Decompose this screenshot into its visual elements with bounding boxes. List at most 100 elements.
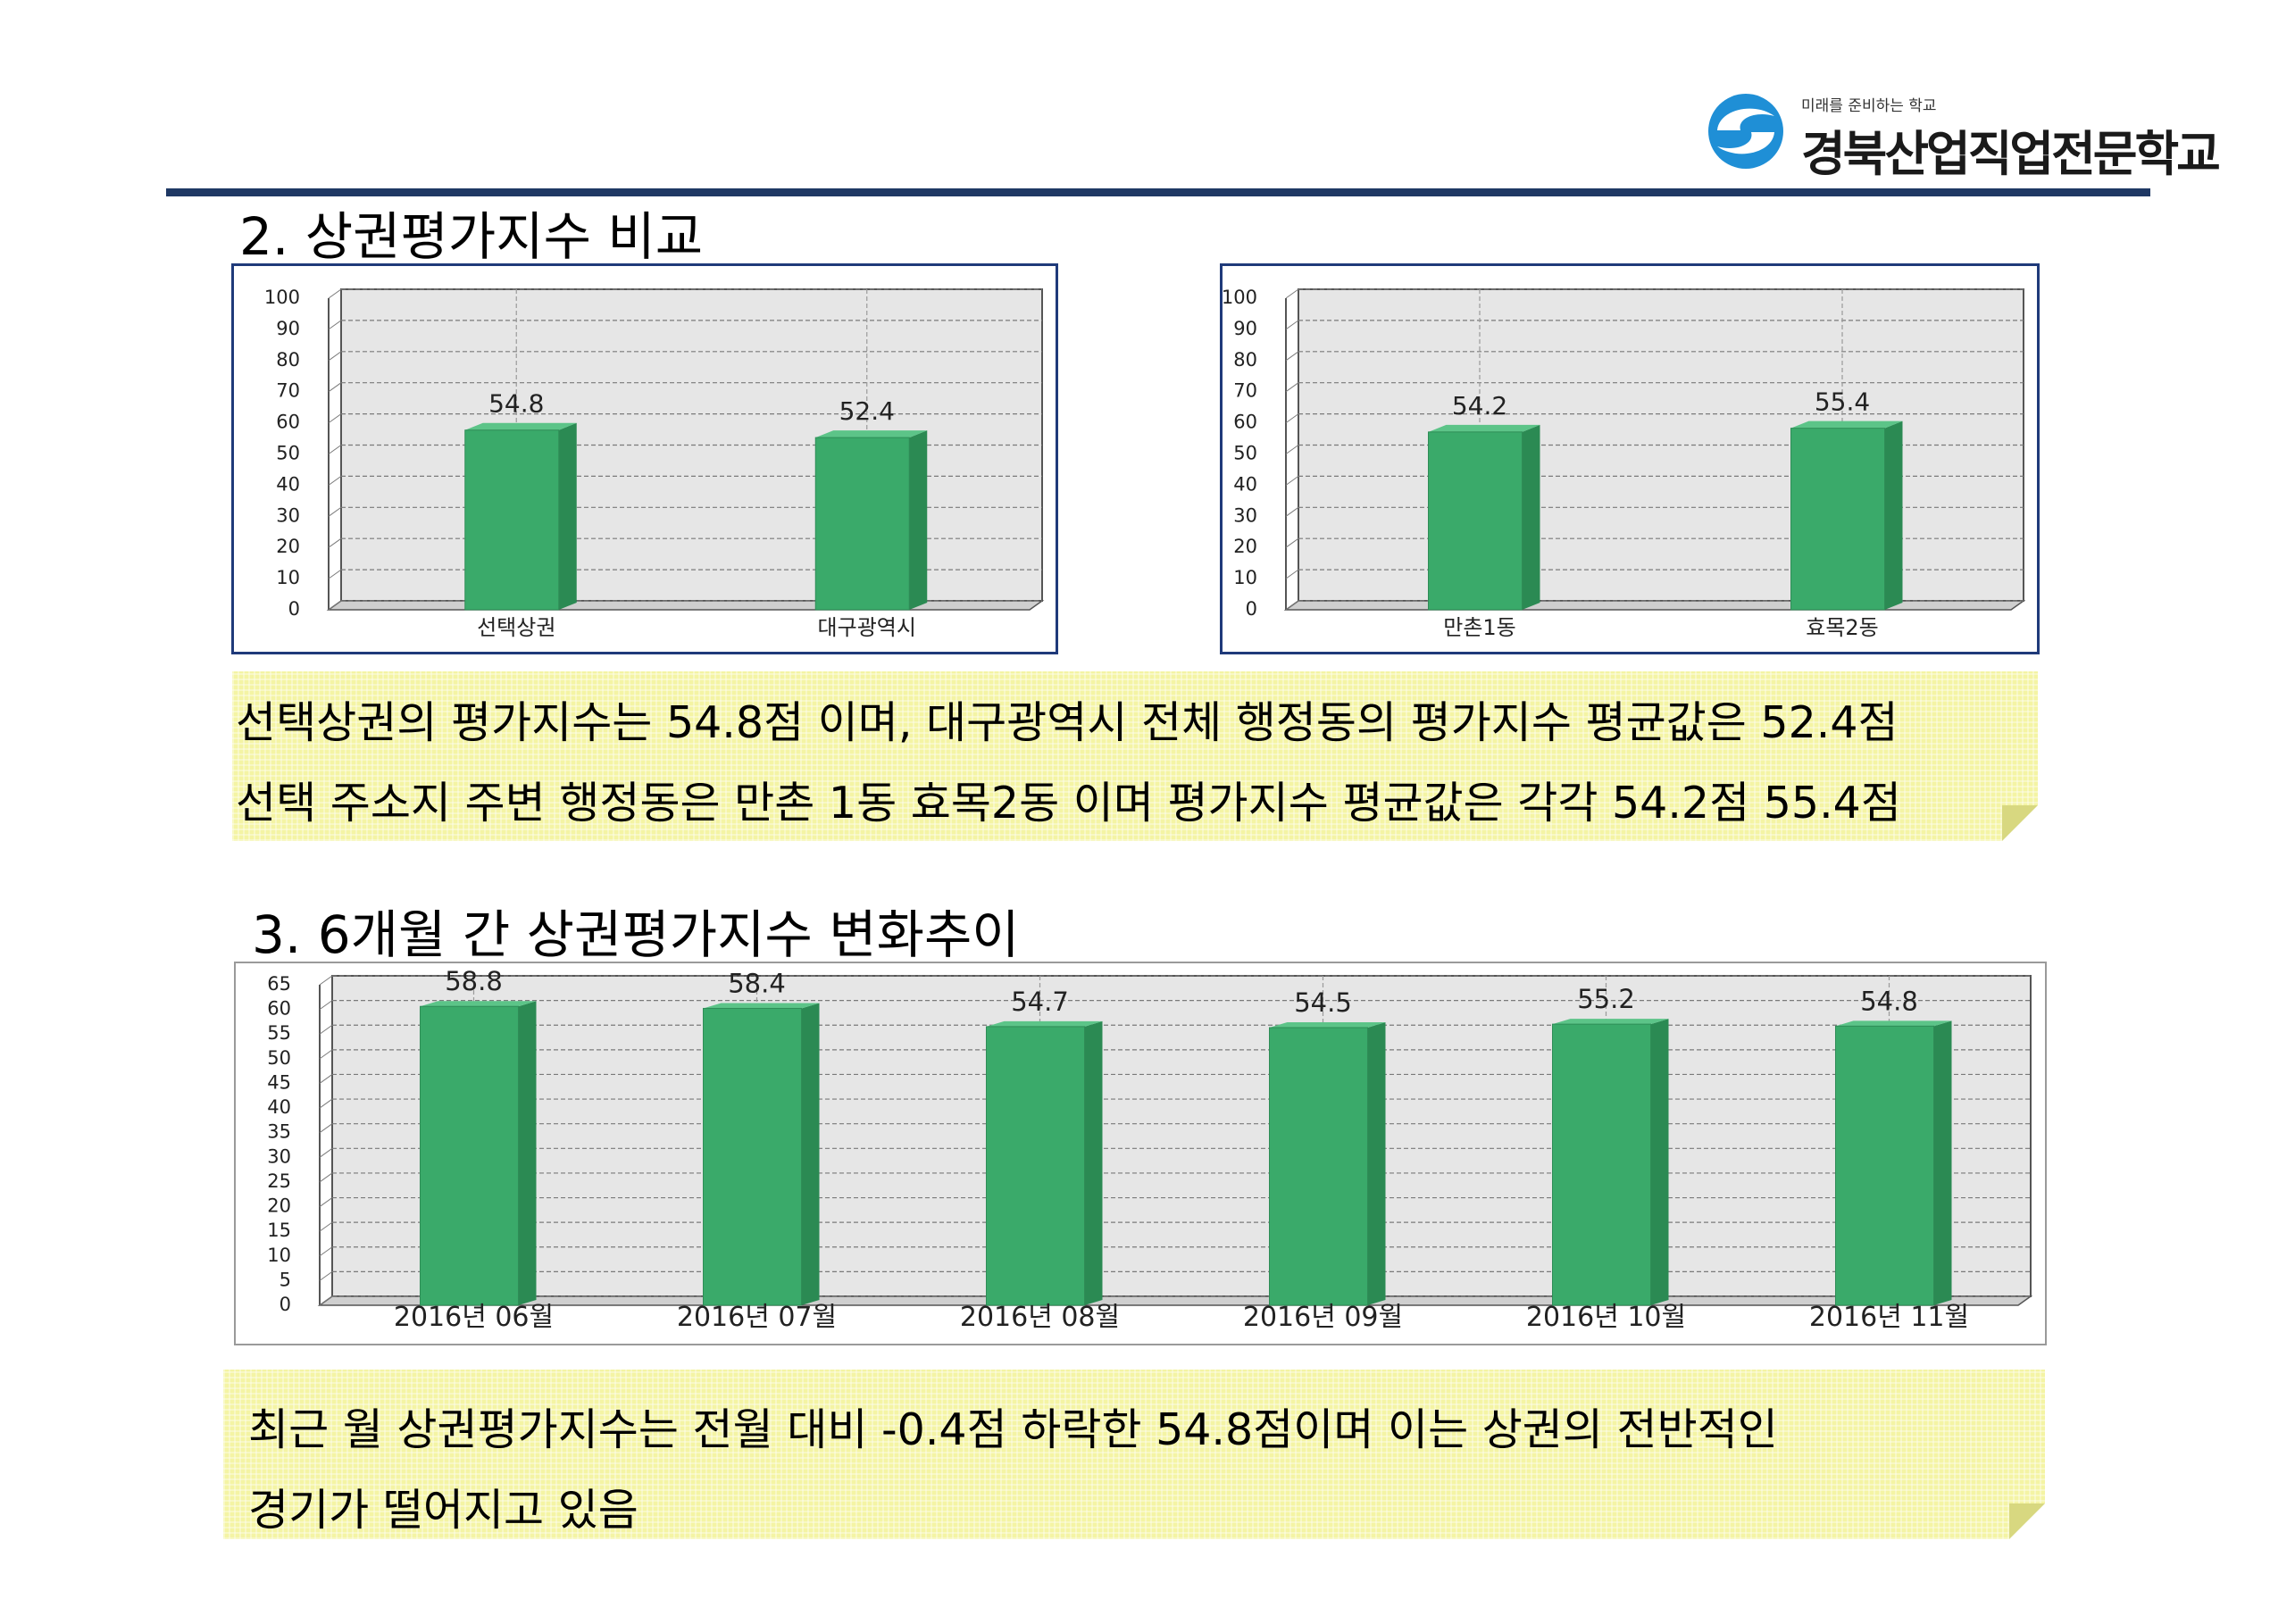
bar-top bbox=[464, 422, 577, 430]
bar-side bbox=[801, 1003, 820, 1305]
y-tick-label: 10 bbox=[1233, 567, 1257, 588]
gridline-depth bbox=[319, 1221, 333, 1232]
gridline-depth bbox=[1285, 382, 1299, 393]
chart0-svg: 0 10 20 30 40 50 60 70 80 90 100 54.8 선택상권 52.4 대구광역시 bbox=[264, 287, 1045, 640]
gridline-depth bbox=[1285, 351, 1299, 362]
bar-top bbox=[420, 1001, 537, 1007]
gridline-depth bbox=[328, 320, 342, 330]
gridline-depth bbox=[319, 1024, 333, 1035]
logo-tagline: 미래를 준비하는 학교 bbox=[1801, 97, 1937, 115]
bar-side bbox=[1084, 1020, 1103, 1305]
bar bbox=[464, 429, 560, 611]
chart-selected-vs-daegu: 0 10 20 30 40 50 60 70 80 90 100 54.8 선택상권 52.4 대구광역시 bbox=[231, 263, 1058, 654]
bar-top bbox=[1790, 421, 1903, 429]
y-tick-label: 5 bbox=[280, 1269, 291, 1290]
gridline-depth bbox=[328, 351, 342, 362]
gridline-depth bbox=[319, 975, 333, 986]
y-tick-label: 30 bbox=[1233, 504, 1257, 526]
gridline-depth bbox=[319, 1000, 333, 1011]
y-tick-label: 40 bbox=[267, 1096, 291, 1118]
y-tick-label: 30 bbox=[267, 1145, 291, 1167]
bar-top bbox=[1269, 1021, 1386, 1028]
bar bbox=[703, 1007, 802, 1306]
chart-monthly-trend: 0 5 10 15 20 25 30 35 40 45 50 55 60 65 58.8 2016년 06월 5… bbox=[234, 962, 2047, 1345]
category-label: 2016년 08월 bbox=[960, 1302, 1120, 1333]
y-tick-label: 10 bbox=[276, 567, 300, 588]
category-label: 대구광역시 bbox=[818, 615, 916, 640]
gridline-depth bbox=[1285, 320, 1299, 330]
gridline-depth bbox=[1285, 537, 1299, 548]
bar-top bbox=[1552, 1019, 1669, 1025]
y-tick-label: 20 bbox=[276, 536, 300, 557]
logo-emblem-icon bbox=[1708, 94, 1783, 169]
bar-side bbox=[558, 422, 577, 610]
category-label: 2016년 09월 bbox=[1243, 1302, 1403, 1333]
bar-side bbox=[909, 430, 928, 610]
y-tick-label: 60 bbox=[1233, 412, 1257, 433]
data-label: 54.2 bbox=[1452, 391, 1507, 421]
bar-top bbox=[986, 1020, 1103, 1027]
gridline-depth bbox=[319, 1098, 333, 1109]
y-tick-label: 50 bbox=[267, 1047, 291, 1069]
note-line: 경기가 떨어지고 있음 bbox=[248, 1485, 638, 1536]
gridline-depth bbox=[328, 288, 342, 299]
note-line: 최근 월 상권평가지수는 전월 대비 -0.4점 하락한 54.8점이며 이는 … bbox=[248, 1404, 1778, 1455]
y-tick-label: 40 bbox=[276, 473, 300, 495]
data-label: 52.4 bbox=[839, 396, 895, 426]
y-tick-label: 0 bbox=[280, 1294, 291, 1315]
gridline-depth bbox=[1285, 288, 1299, 299]
plot-floor bbox=[326, 600, 1045, 611]
section2-heading: 2. 상권평가지수 비교 bbox=[239, 206, 704, 267]
section2-note: 선택상권의 평가지수는 54.8점 이며, 대구광역시 전체 행정동의 평가지수… bbox=[232, 671, 2038, 841]
category-label: 만촌1동 bbox=[1443, 615, 1516, 640]
bar-side bbox=[1650, 1019, 1669, 1305]
school-logo: 미래를 준비하는 학교 경북산업직업전문학교 bbox=[1701, 89, 2221, 182]
gridline-depth bbox=[1285, 600, 1299, 611]
y-tick-label: 20 bbox=[267, 1195, 291, 1217]
y-tick-label: 25 bbox=[267, 1170, 291, 1192]
data-label: 54.7 bbox=[1011, 987, 1069, 1017]
bar-side bbox=[1367, 1021, 1386, 1305]
bar-top bbox=[815, 430, 928, 438]
gridline-depth bbox=[319, 1172, 333, 1183]
data-label: 58.8 bbox=[445, 966, 503, 996]
note-line: 선택상권의 평가지수는 54.8점 이며, 대구광역시 전체 행정동의 평가지수… bbox=[236, 697, 1899, 748]
y-tick-label: 50 bbox=[276, 443, 300, 464]
y-tick-label: 100 bbox=[1223, 287, 1257, 308]
chart-nearby-dongs: 0 10 20 30 40 50 60 70 80 90 100 54.2 만촌1동 55.4 효목2동 bbox=[1220, 263, 2040, 654]
gridline-depth bbox=[319, 1270, 333, 1281]
plot-area bbox=[331, 975, 2032, 1297]
bar bbox=[1790, 428, 1885, 611]
y-tick-label: 70 bbox=[1233, 380, 1257, 402]
gridline-depth bbox=[319, 1123, 333, 1134]
section3-note: 최근 월 상권평가지수는 전월 대비 -0.4점 하락한 54.8점이며 이는 … bbox=[223, 1370, 2045, 1539]
gridline-depth bbox=[1285, 413, 1299, 424]
gridline-depth bbox=[1285, 506, 1299, 517]
y-tick-label: 0 bbox=[1246, 598, 1257, 620]
y-tick-label: 30 bbox=[276, 504, 300, 526]
y-tick-label: 90 bbox=[276, 318, 300, 339]
y-tick-label: 65 bbox=[267, 973, 291, 995]
y-tick-label: 15 bbox=[267, 1220, 291, 1241]
gridline-depth bbox=[328, 475, 342, 486]
gridline-depth bbox=[328, 382, 342, 393]
data-label: 54.5 bbox=[1294, 987, 1352, 1018]
bar bbox=[1428, 431, 1523, 611]
y-tick-label: 20 bbox=[1233, 536, 1257, 557]
y-tick-label: 80 bbox=[276, 349, 300, 371]
gridline-depth bbox=[1285, 475, 1299, 486]
bar bbox=[1552, 1023, 1651, 1306]
category-label: 2016년 07월 bbox=[677, 1302, 837, 1333]
category-label: 효목2동 bbox=[1806, 615, 1879, 640]
bar bbox=[986, 1026, 1085, 1306]
gridline-depth bbox=[319, 1295, 333, 1306]
category-label: 2016년 11월 bbox=[1809, 1302, 1969, 1333]
bar bbox=[1269, 1027, 1368, 1306]
page-fold-corner bbox=[2009, 1503, 2045, 1539]
y-tick-label: 100 bbox=[264, 287, 300, 308]
category-label: 2016년 10월 bbox=[1526, 1302, 1686, 1333]
data-label: 54.8 bbox=[1860, 986, 1918, 1016]
gridline-depth bbox=[319, 1147, 333, 1158]
y-tick-label: 40 bbox=[1233, 473, 1257, 495]
